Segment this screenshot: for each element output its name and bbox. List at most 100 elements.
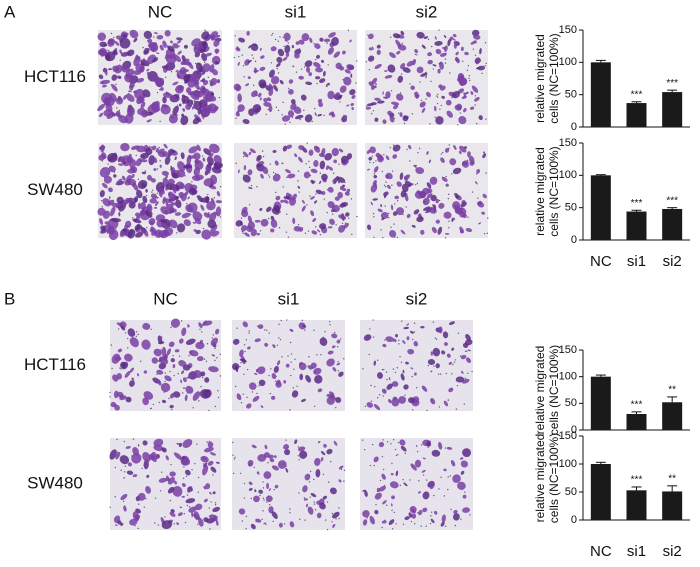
pore bbox=[171, 394, 174, 396]
pore bbox=[244, 350, 246, 353]
cell bbox=[193, 166, 201, 177]
pore bbox=[326, 85, 328, 88]
cell bbox=[327, 201, 335, 209]
pore bbox=[296, 53, 299, 55]
pore bbox=[188, 354, 190, 357]
cell bbox=[335, 62, 342, 70]
pore bbox=[126, 170, 129, 172]
pore bbox=[356, 60, 358, 62]
cell bbox=[158, 151, 166, 158]
pore bbox=[183, 466, 185, 468]
cell bbox=[316, 54, 320, 59]
pore bbox=[383, 184, 386, 186]
cell bbox=[461, 95, 467, 99]
cell bbox=[443, 34, 447, 39]
pore bbox=[415, 386, 418, 389]
pore bbox=[409, 479, 411, 481]
cell bbox=[322, 495, 328, 500]
pore bbox=[257, 158, 259, 160]
pore bbox=[219, 353, 221, 356]
cell bbox=[114, 404, 120, 411]
pore bbox=[126, 337, 129, 340]
pore bbox=[188, 325, 191, 328]
cell bbox=[287, 110, 295, 118]
pore bbox=[487, 217, 489, 219]
cell bbox=[382, 500, 387, 505]
cell bbox=[252, 395, 260, 402]
cell bbox=[331, 147, 339, 157]
cell bbox=[434, 105, 437, 112]
pore bbox=[171, 46, 174, 48]
pore bbox=[158, 88, 161, 91]
cell bbox=[423, 36, 429, 39]
pore bbox=[166, 383, 169, 386]
pore bbox=[152, 403, 155, 406]
cell bbox=[210, 224, 218, 234]
cell bbox=[327, 186, 334, 193]
pore bbox=[427, 446, 429, 448]
cell bbox=[301, 199, 305, 204]
pore bbox=[213, 197, 215, 199]
pore bbox=[329, 395, 332, 397]
pore bbox=[161, 336, 163, 338]
pore bbox=[393, 117, 396, 120]
cell bbox=[451, 347, 455, 351]
cell bbox=[437, 68, 441, 74]
cell bbox=[216, 520, 219, 526]
cell bbox=[441, 350, 446, 355]
pore bbox=[264, 168, 267, 170]
pore bbox=[447, 193, 450, 196]
pore bbox=[320, 353, 322, 356]
pore bbox=[156, 442, 158, 445]
cell bbox=[336, 362, 341, 366]
cell bbox=[195, 341, 205, 350]
pore bbox=[319, 233, 322, 236]
cell bbox=[316, 512, 322, 519]
pore bbox=[485, 62, 487, 65]
pore bbox=[175, 88, 177, 91]
pore bbox=[261, 150, 264, 152]
cell bbox=[396, 181, 402, 187]
cell bbox=[289, 328, 294, 332]
pore bbox=[444, 58, 447, 60]
cell bbox=[108, 225, 115, 234]
pore bbox=[194, 217, 196, 219]
cell bbox=[270, 76, 280, 85]
pore bbox=[313, 478, 315, 481]
pore bbox=[140, 360, 142, 363]
pore bbox=[381, 526, 383, 529]
image-background bbox=[110, 438, 221, 530]
pore bbox=[425, 98, 427, 100]
pore bbox=[443, 495, 446, 497]
significance: *** bbox=[666, 78, 678, 89]
pore bbox=[416, 182, 419, 185]
pore bbox=[430, 80, 432, 83]
pore bbox=[394, 448, 397, 451]
cell bbox=[174, 349, 180, 353]
pore bbox=[204, 29, 206, 31]
pore bbox=[399, 397, 402, 399]
cell bbox=[193, 152, 201, 160]
cell bbox=[257, 324, 264, 329]
cell bbox=[401, 183, 409, 193]
pore bbox=[214, 502, 217, 504]
cell bbox=[146, 68, 150, 72]
pore bbox=[442, 151, 444, 154]
cell bbox=[103, 175, 112, 184]
pore bbox=[133, 147, 135, 149]
pore bbox=[116, 438, 118, 441]
cell bbox=[118, 156, 126, 163]
cell bbox=[247, 169, 253, 176]
pore bbox=[255, 520, 257, 523]
pore bbox=[387, 216, 390, 219]
pore bbox=[383, 484, 386, 487]
pore bbox=[157, 360, 159, 362]
pore bbox=[153, 102, 155, 104]
cell bbox=[207, 441, 214, 448]
pore bbox=[394, 371, 397, 374]
pore bbox=[344, 205, 347, 208]
pore bbox=[275, 191, 277, 194]
pore bbox=[434, 116, 436, 118]
pore bbox=[459, 112, 462, 114]
cell bbox=[168, 219, 178, 229]
